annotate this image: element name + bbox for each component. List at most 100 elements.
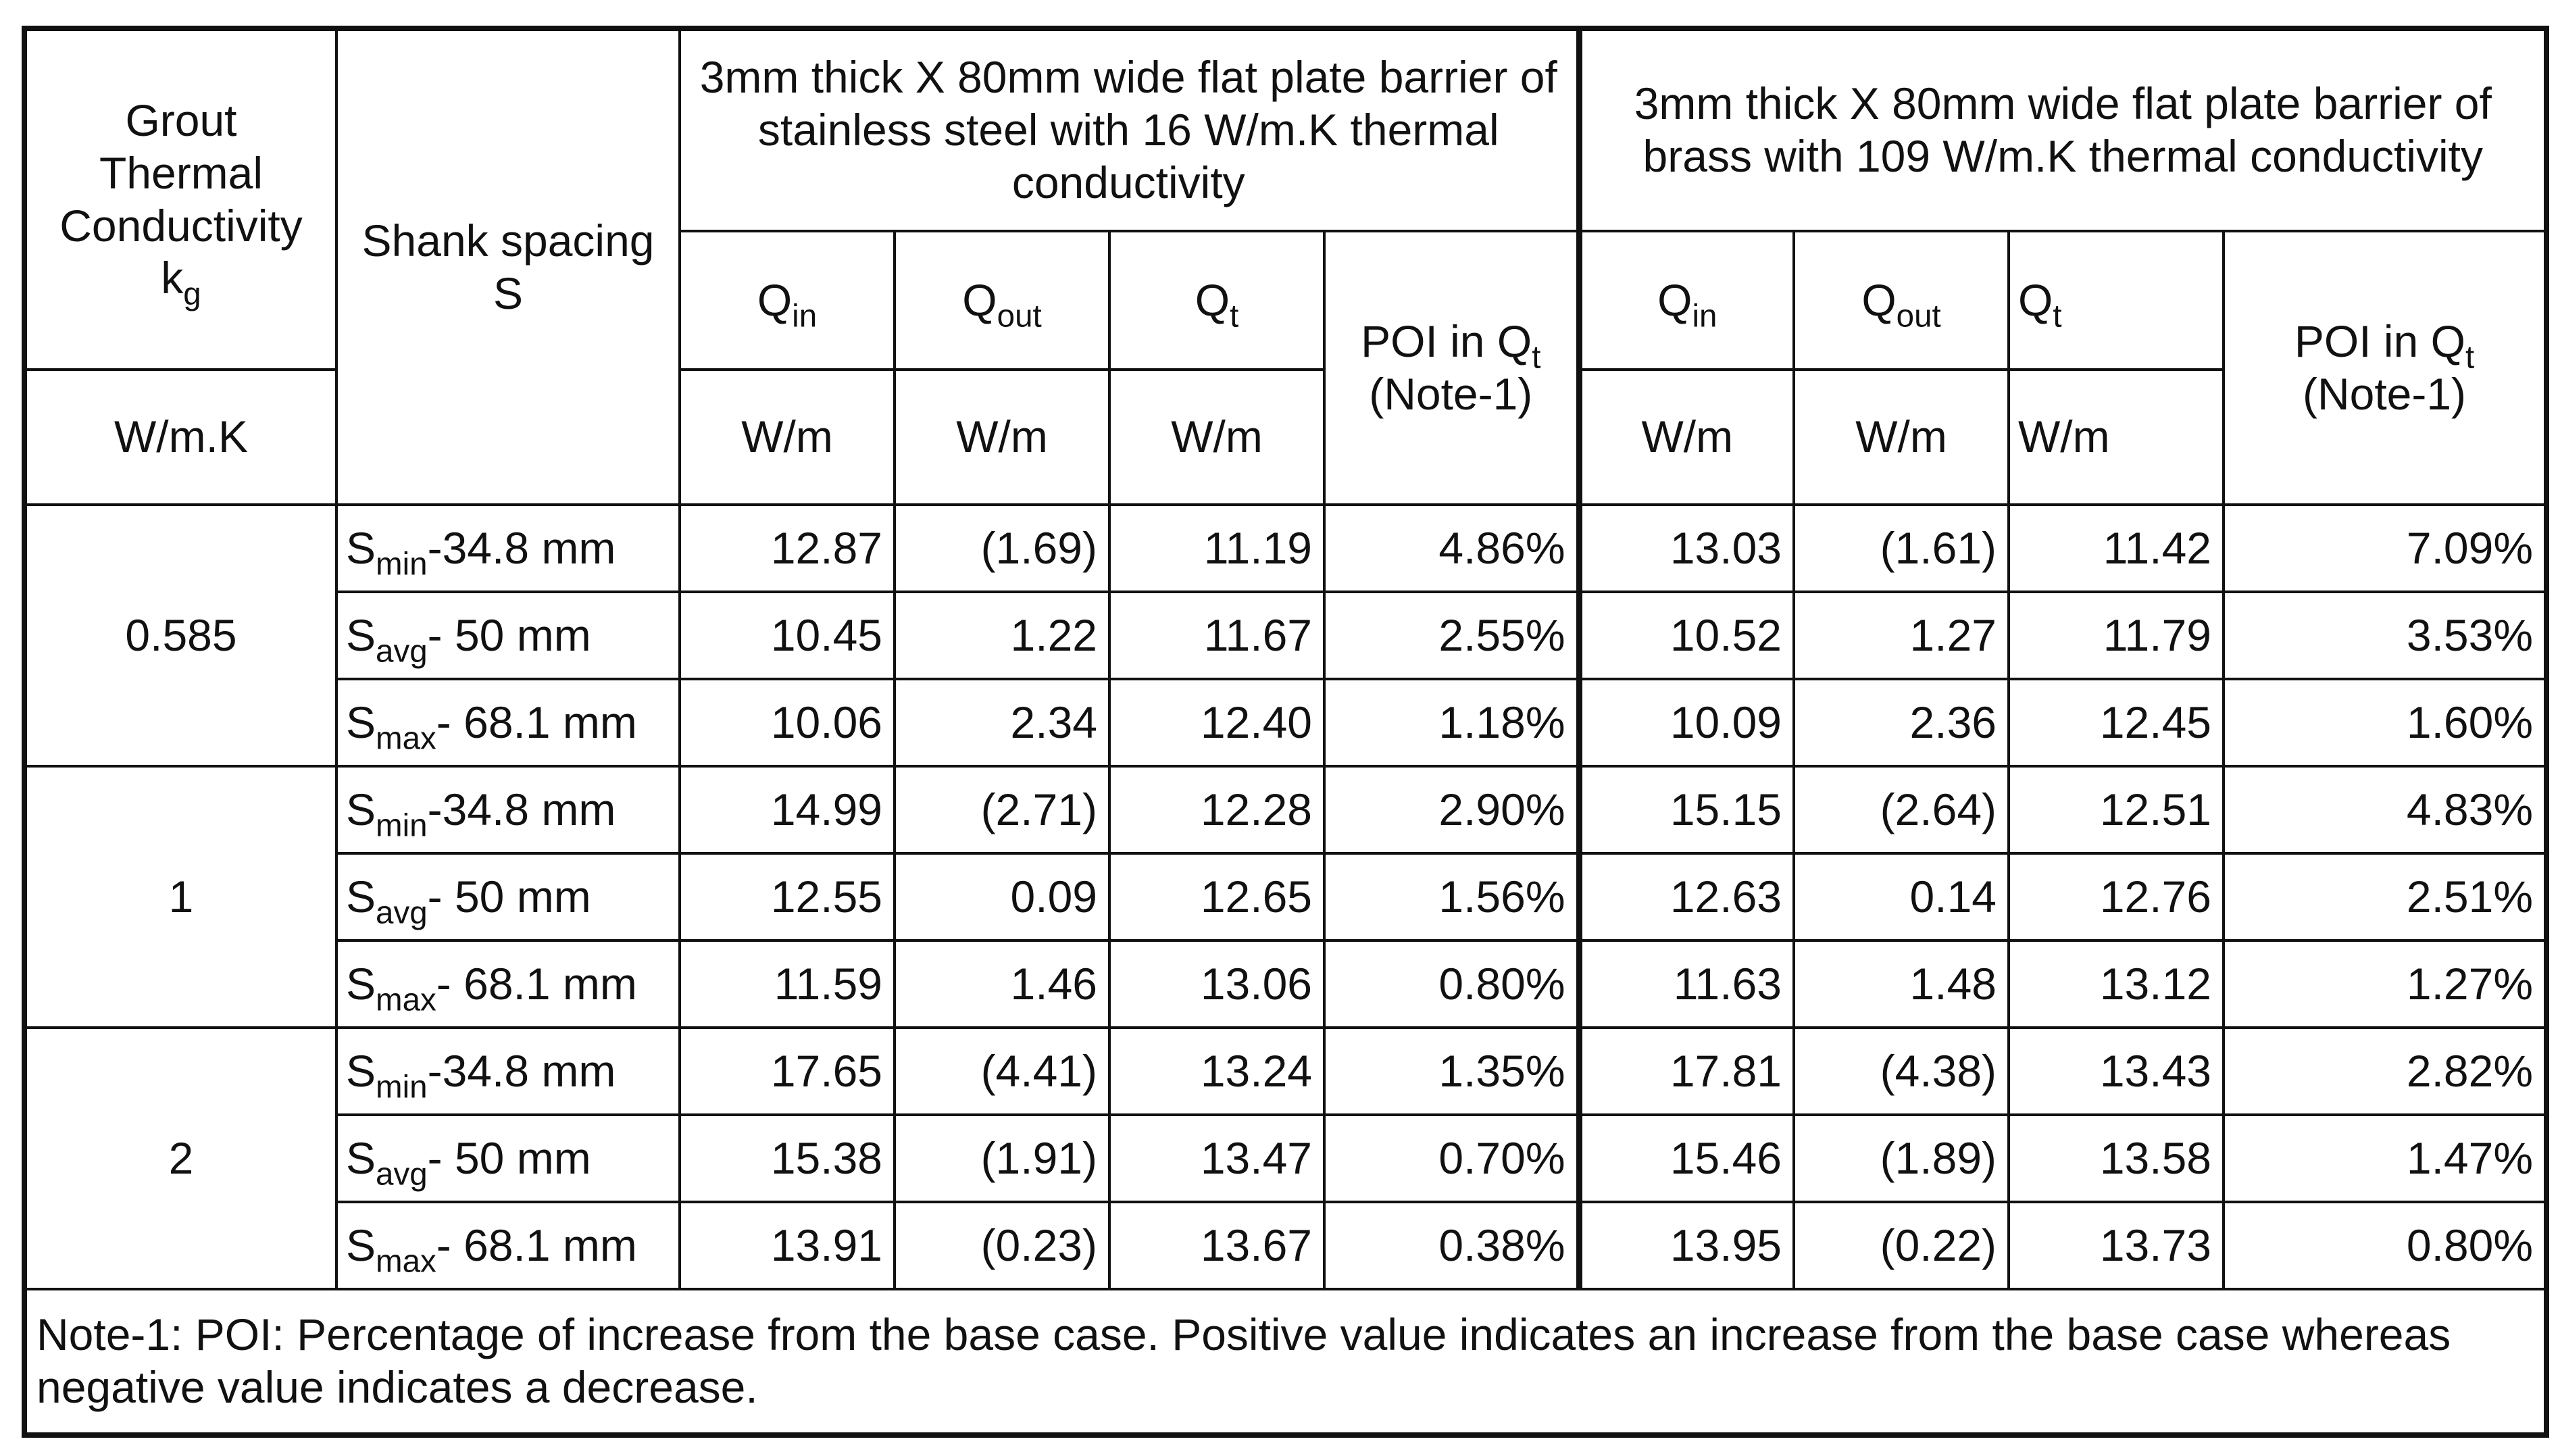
- br-qout-header: Qout: [1792, 230, 2011, 371]
- br-qout-unit: W/m: [1792, 368, 2011, 506]
- shank-spacing-cell: Smax- 68.1 mm: [335, 1201, 681, 1290]
- table-row: Smax- 68.1 mm 10.06 2.34 12.40 1.18% 10.09 2.3…: [24, 678, 2549, 768]
- cell-br-poi: 2.82%: [2222, 1026, 2549, 1116]
- cell-br-qin: 12.63: [1578, 852, 1796, 942]
- cell-br-poi: 3.53%: [2222, 591, 2549, 680]
- cell-br-qout: (1.61): [1792, 503, 2011, 593]
- table-row: Smax- 68.1 mm 13.91 (0.23) 13.67 0.38% 13.95(…: [24, 1201, 2549, 1290]
- cell-br-qt: 11.79: [2007, 591, 2226, 680]
- cell-br-qout: (4.38): [1792, 1026, 2011, 1116]
- cell-br-qt: 12.51: [2007, 765, 2226, 855]
- cell-br-poi: 1.60%: [2222, 678, 2549, 768]
- cell-ss-qout: 1.22: [893, 591, 1111, 680]
- cell-br-qout: 2.36: [1792, 678, 2011, 768]
- shank-spacing-cell: Smax- 68.1 mm: [335, 678, 681, 768]
- cell-ss-poi: 0.38%: [1322, 1201, 1582, 1290]
- cell-ss-poi: 4.86%: [1322, 503, 1582, 593]
- cell-ss-qt: 13.24: [1108, 1026, 1326, 1116]
- cell-br-poi: 2.51%: [2222, 852, 2549, 942]
- cell-ss-qin: 12.87: [678, 503, 896, 593]
- table-row: Savg- 50 mm 15.38 (1.91) 13.47 0.70% 15.46 (1.…: [24, 1113, 2549, 1203]
- grout-value-cell: 2: [23, 1026, 338, 1290]
- cell-ss-qout: 2.34: [893, 678, 1111, 768]
- cell-ss-qt: 11.19: [1108, 503, 1326, 593]
- header-row-1: Grout Thermal Conductivity kg Shank spac…: [23, 27, 2549, 506]
- cell-ss-qt: 13.67: [1108, 1201, 1326, 1290]
- cell-br-poi: 7.09%: [2222, 503, 2549, 593]
- cell-br-qt: 12.45: [2007, 678, 2226, 768]
- cell-br-qt: 13.12: [2007, 939, 2226, 1029]
- table-body: 0.585 Smin-34.8 mm 12.87 (1.69) 11.19 4.86% 13…: [23, 503, 2549, 1290]
- cell-br-qin: 17.81: [1578, 1026, 1796, 1116]
- cell-ss-qout: (2.71): [893, 765, 1111, 855]
- header-row-units: W/m.K W/m W/m W/m W/m W/m W/m: [23, 368, 2546, 506]
- cell-br-qin: 13.03: [1578, 503, 1796, 593]
- table-row: Savg- 50 mm 10.45 1.22 11.67 2.55% 10.52 1.27 1…: [24, 591, 2549, 680]
- cell-br-qin: 15.15: [1578, 765, 1796, 855]
- note-text: Note-1: POI: Percentage of increase from…: [22, 1288, 2549, 1436]
- cell-br-poi: 4.83%: [2222, 765, 2549, 855]
- cell-br-qout: (2.64): [1792, 765, 2011, 855]
- cell-br-qout: (0.22): [1792, 1201, 2011, 1290]
- cell-ss-qt: 12.40: [1108, 678, 1326, 768]
- cell-br-qin: 10.09: [1578, 678, 1796, 768]
- stainless-group-header: 3mm thick X 80mm wide flat plate barrier…: [678, 27, 1582, 232]
- cell-br-qt: 13.58: [2007, 1113, 2226, 1203]
- table-wrapper: Grout Thermal Conductivity kg Shank spac…: [22, 26, 2550, 1438]
- cell-br-qout: (1.89): [1792, 1113, 2011, 1203]
- grout-value-cell: 0.585: [23, 503, 338, 768]
- cell-ss-poi: 1.35%: [1322, 1026, 1582, 1116]
- ss-poi-header: POI in Qt (Note-1): [1322, 230, 1582, 506]
- shank-line1: Shank spacing: [361, 215, 655, 266]
- grout-unit: W/m.K: [23, 368, 338, 506]
- shank-spacing-cell: Smin-34.8 mm: [335, 503, 681, 593]
- cell-ss-qin: 14.99: [678, 765, 896, 855]
- cell-ss-qin: 12.55: [678, 852, 896, 942]
- shank-line2: S: [493, 268, 524, 318]
- cell-br-qt: 13.43: [2007, 1026, 2226, 1116]
- cell-ss-qout: 0.09: [893, 852, 1111, 942]
- cell-ss-qt: 13.47: [1108, 1113, 1326, 1203]
- cell-ss-qout: (0.23): [893, 1201, 1111, 1290]
- br-qt-unit: W/m: [2007, 368, 2226, 506]
- cell-ss-qin: 11.59: [678, 939, 896, 1029]
- cell-br-qout: 0.14: [1792, 852, 2011, 942]
- table-row: 2 Smin-34.8 mm 17.65 (4.41) 13.24 1.35% 17.81(…: [23, 1026, 2549, 1290]
- grout-line1: Grout: [125, 95, 237, 145]
- cell-br-qt: 11.42: [2007, 503, 2226, 593]
- cell-ss-qt: 13.06: [1108, 939, 1326, 1029]
- cell-ss-qin: 10.45: [678, 591, 896, 680]
- br-qin-header: Qin: [1578, 230, 1796, 371]
- cell-ss-qin: 13.91: [678, 1201, 896, 1290]
- note-row: Note-1: POI: Percentage of increase from…: [22, 1288, 2549, 1436]
- cell-br-qout: 1.27: [1792, 591, 2011, 680]
- cell-ss-poi: 1.18%: [1322, 678, 1582, 768]
- grout-value-cell: 1: [23, 765, 338, 1029]
- shank-spacing-cell: Savg- 50 mm: [335, 1113, 681, 1203]
- cell-ss-qout: (4.41): [893, 1026, 1111, 1116]
- cell-ss-poi: 2.55%: [1322, 591, 1582, 680]
- table-row: Savg- 50 mm 12.55 0.09 12.65 1.56% 12.63 0.14 1…: [24, 852, 2549, 942]
- cell-br-poi: 1.47%: [2222, 1113, 2549, 1203]
- grout-header: Grout Thermal Conductivity kg: [23, 27, 338, 371]
- cell-ss-poi: 0.80%: [1322, 939, 1582, 1029]
- table-row: Smax- 68.1 mm 11.59 1.46 13.06 0.80% 11.63 1.4…: [24, 939, 2549, 1029]
- results-table: Grout Thermal Conductivity kg Shank spac…: [22, 26, 2550, 1438]
- ss-qout-unit: W/m: [893, 368, 1111, 506]
- cell-br-poi: 0.80%: [2222, 1201, 2549, 1290]
- cell-br-qin: 15.46: [1578, 1113, 1796, 1203]
- cell-ss-poi: 2.90%: [1322, 765, 1582, 855]
- ss-qin-header: Qin: [678, 230, 896, 371]
- br-qt-header: Qt: [2007, 230, 2226, 371]
- br-poi-header: POI in Qt (Note-1): [2222, 230, 2549, 506]
- brass-group-header: 3mm thick X 80mm wide flat plate barrier…: [1578, 27, 2549, 232]
- grout-line2: Thermal: [99, 147, 263, 198]
- header-row-2: Qin Qout Qt POI in Qt (Note-1) Qin Qout …: [24, 230, 2549, 506]
- cell-ss-poi: 1.56%: [1322, 852, 1582, 942]
- shank-spacing-cell: Savg- 50 mm: [335, 852, 681, 942]
- cell-ss-qt: 12.28: [1108, 765, 1326, 855]
- cell-br-qin: 13.95: [1578, 1201, 1796, 1290]
- ss-qin-unit: W/m: [678, 368, 896, 506]
- ss-qout-header: Qout: [893, 230, 1111, 371]
- cell-br-qout: 1.48: [1792, 939, 2011, 1029]
